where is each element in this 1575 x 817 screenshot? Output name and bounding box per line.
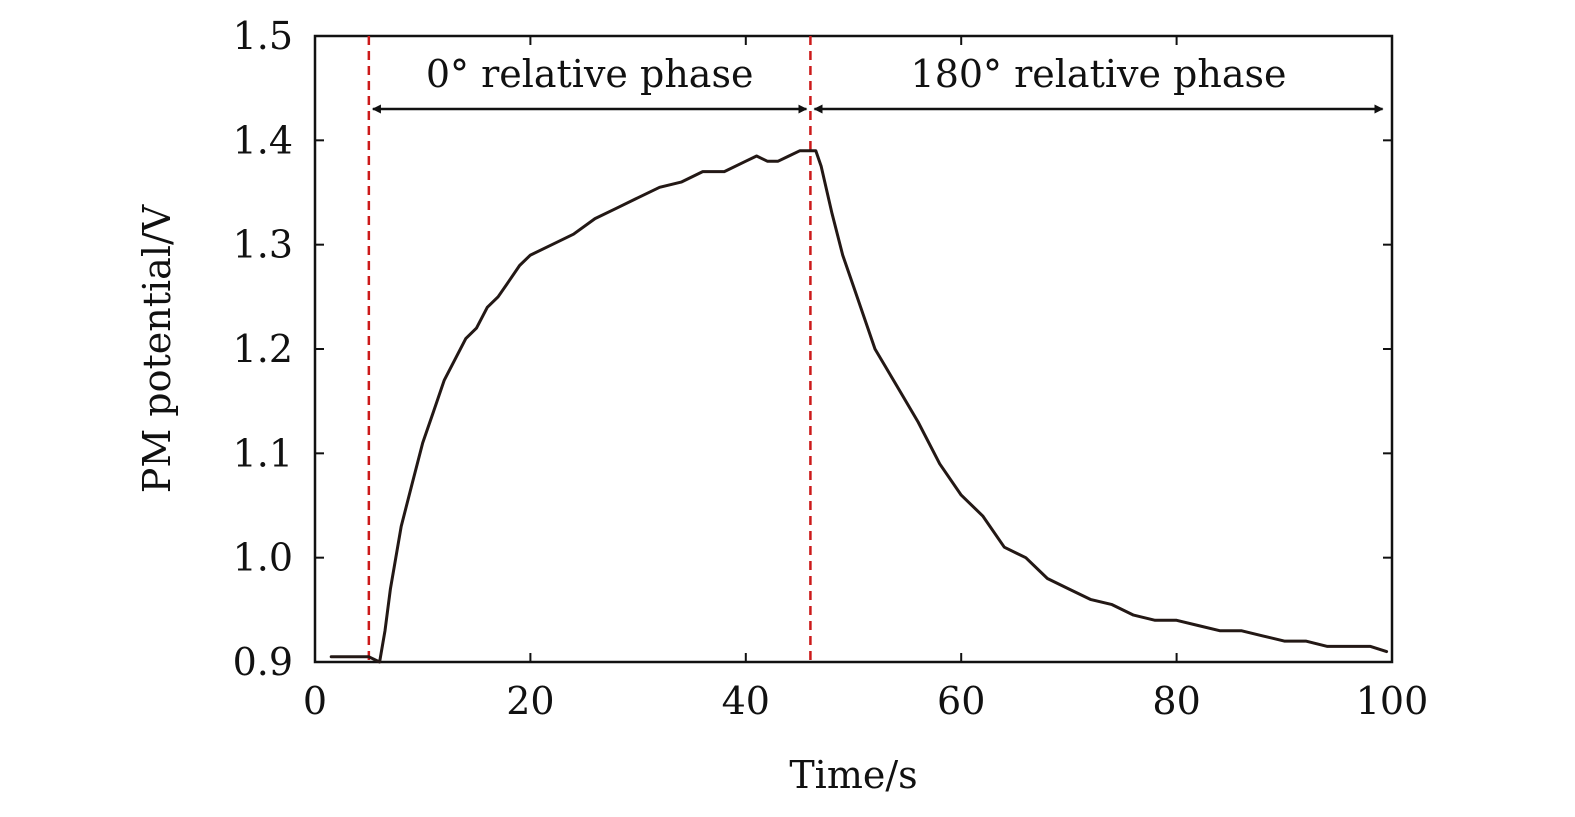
y-tick-label: 0.9 [233,640,293,684]
y-axis: 0.9 1.0 1.1 1.2 1.3 1.4 1.5 [233,14,1392,684]
series-group [329,149,1389,664]
x-tick-label: 0 [303,679,327,723]
annotation-label: 0° relative phase [426,52,754,96]
x-tick-label: 80 [1152,679,1200,723]
x-axis-title: Time/s [789,753,917,797]
y-tick-label: 1.3 [233,223,293,267]
x-tick-label: 100 [1356,679,1429,723]
x-tick-label: 60 [937,679,985,723]
y-tick-label: 1.1 [233,431,293,475]
plot-frame [313,34,1394,664]
y-tick-label: 1.2 [233,327,293,371]
series-line-pm-potential [329,149,1389,664]
y-tick-label: 1.0 [233,536,293,580]
x-tick-label: 20 [506,679,554,723]
y-tick-label: 1.4 [233,118,293,162]
annotation-label: 180° relative phase [911,52,1287,96]
phase-divider-lines [367,36,812,662]
x-axis: 0 20 40 60 80 100 [303,36,1428,723]
y-axis-title: PM potential/V [135,204,179,493]
annotations: 0° relative phase 180° relative phase [371,52,1384,114]
y-tick-label: 1.5 [233,14,293,58]
x-tick-label: 40 [722,679,770,723]
